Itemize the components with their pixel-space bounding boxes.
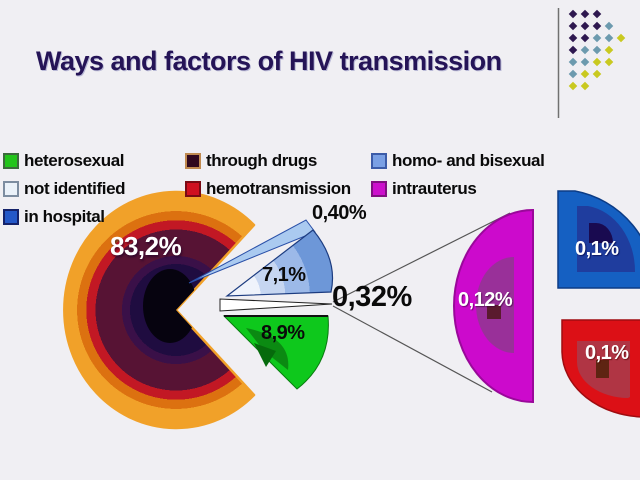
pie-slice-not-identified <box>188 219 316 284</box>
label-in-hospital-pct: 0,1% <box>575 238 619 260</box>
pie-main-slice-through-drugs <box>63 190 256 430</box>
pie-slice-heterosexual <box>222 315 329 390</box>
legend-item-heterosexual: heterosexual <box>3 150 124 172</box>
legend-label: intrauterus <box>392 179 477 198</box>
legend-item-through-drugs: through drugs <box>185 150 317 172</box>
legend-label: homo- and bisexual <box>392 151 545 170</box>
label-hemotransmission-pct: 0,1% <box>585 342 629 364</box>
callout-slice-hemotransmission <box>561 319 640 418</box>
label-intrauterus-pct: 0,12% <box>458 289 513 311</box>
corner-ornament <box>557 8 626 118</box>
pie-center-core <box>143 269 197 343</box>
legend-item-not-identified: not identified <box>3 178 126 200</box>
label-heterosexual-pct: 8,9% <box>261 322 305 344</box>
callout-slice-in-hospital <box>557 190 640 289</box>
pie-slice-homo-and-bisexual <box>225 229 334 297</box>
legend-item-in-hospital: in hospital <box>3 206 105 228</box>
legend-swatch-hemotransmission <box>185 181 201 197</box>
page-title: Ways and factors of HIV transmission <box>36 46 502 76</box>
label-homo-bisexual-pct: 7,1% <box>262 264 306 286</box>
legend-item-homo-and-bisexual: homo- and bisexual <box>371 150 545 172</box>
legend-label: heterosexual <box>24 151 125 170</box>
callout-leader-line-bottom <box>332 305 493 393</box>
legend-swatch-heterosexual <box>3 153 19 169</box>
legend-swatch-homo-and-bisexual <box>371 153 387 169</box>
callout-slice-intrauterus <box>453 208 534 404</box>
legend-swatch-not-identified <box>3 181 19 197</box>
legend-label: in hospital <box>24 207 105 226</box>
pie-slice-combined-callout <box>219 212 511 393</box>
label-not-identified-pct: 0,40% <box>312 202 367 224</box>
legend-label: through drugs <box>206 151 317 170</box>
dot-grid-icon <box>568 9 626 91</box>
legend-item-hemotransmission: hemotransmission <box>185 178 351 200</box>
callout-leader-line-top <box>332 212 511 303</box>
legend-label: not identified <box>24 179 126 198</box>
legend-swatch-in-hospital <box>3 209 19 225</box>
legend-swatch-through-drugs <box>185 153 201 169</box>
label-through-drugs-pct: 83,2% <box>110 231 182 261</box>
legend-swatch-intrauterus <box>371 181 387 197</box>
legend-label: hemotransmission <box>206 179 351 198</box>
label-callout-total-pct: 0,32% <box>332 281 412 313</box>
legend-item-intrauterus: intrauterus <box>371 178 477 200</box>
